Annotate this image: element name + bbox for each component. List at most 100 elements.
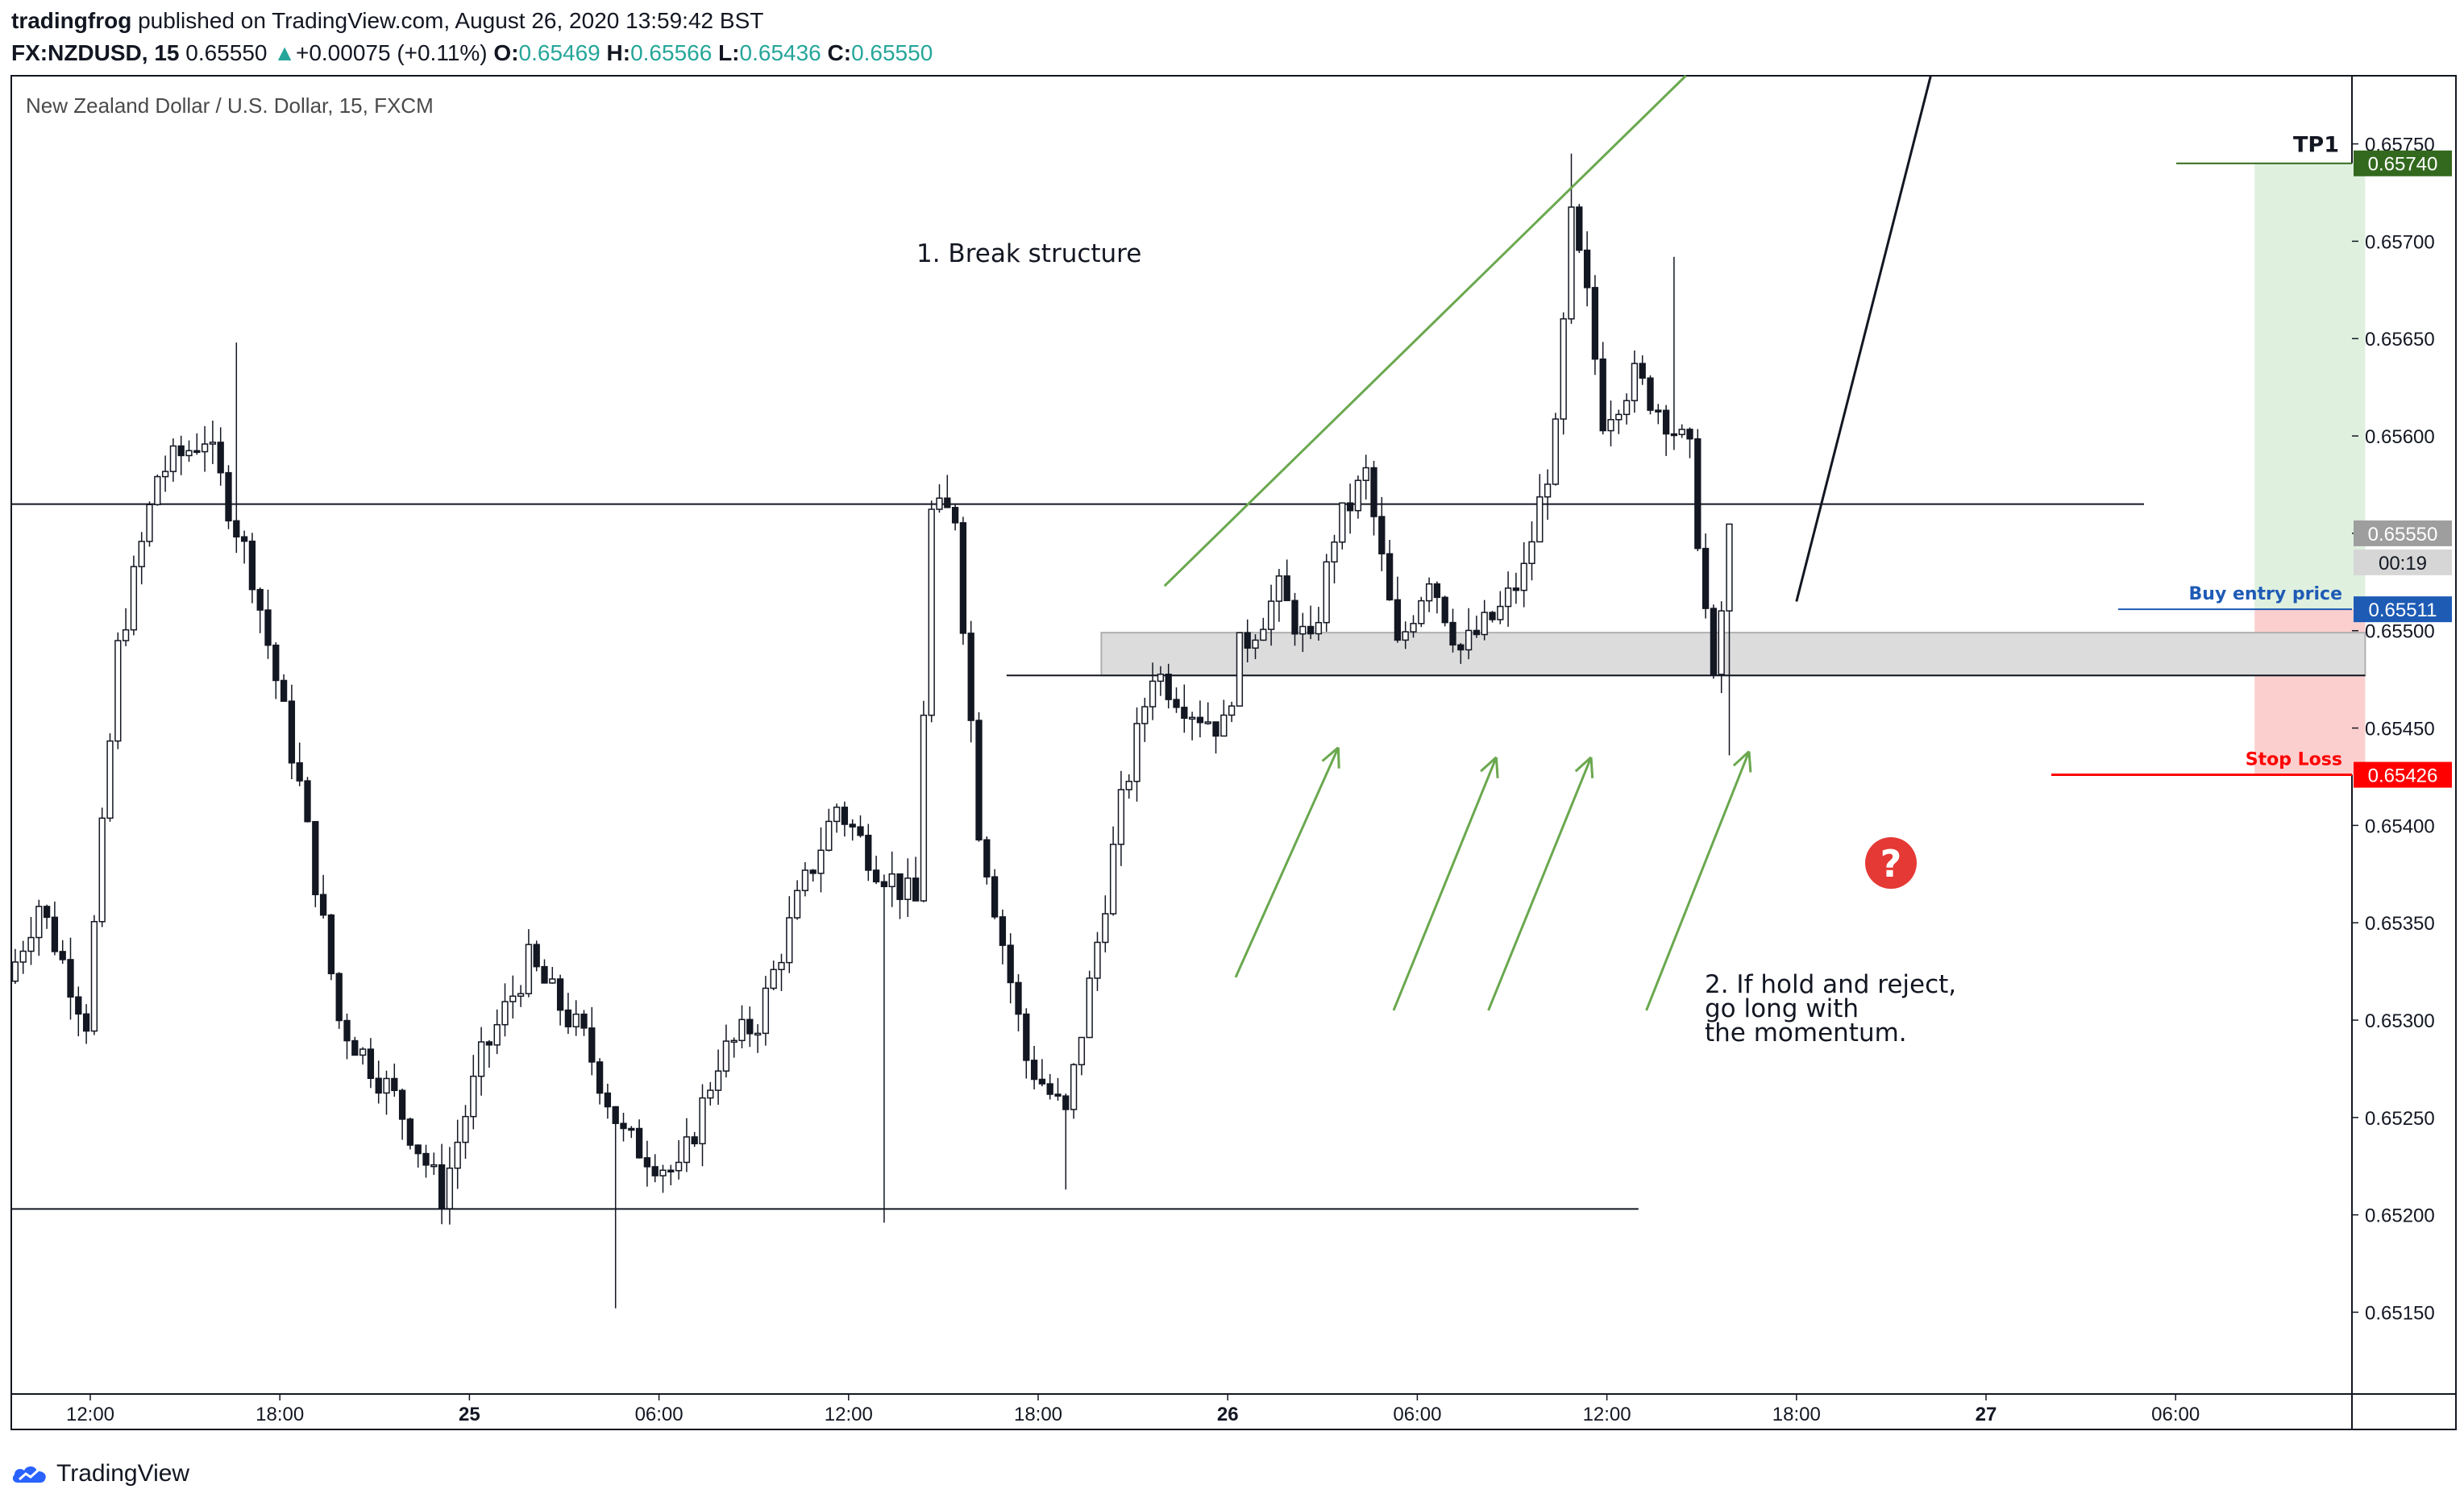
candle-body (1340, 503, 1345, 542)
candle-body (1679, 429, 1685, 434)
tradingview-cloud-icon (11, 1462, 50, 1486)
candle-body (1435, 584, 1440, 598)
candle-body (1577, 207, 1582, 251)
candle-body (1687, 429, 1693, 439)
x-tick-label: 12:00 (66, 1404, 114, 1425)
candle-body (637, 1129, 642, 1158)
candle-body (1055, 1094, 1061, 1096)
candle-body (724, 1041, 729, 1071)
candle-body (581, 1014, 587, 1028)
arrow-shaft-1 (1394, 757, 1496, 1010)
candle-body (613, 1107, 618, 1124)
time-axis[interactable]: 12:00 18:00 25 06:00 12:00 18:00 26 06:00 12:00 1… (66, 1394, 2200, 1425)
tradingview-logo-text: TradingView (56, 1460, 189, 1487)
tradingview-logo[interactable]: TradingView (11, 1460, 189, 1487)
candle-body (107, 741, 113, 819)
candle-body (1481, 612, 1487, 634)
candle-body (558, 979, 563, 1010)
y-tick-label: 0.65350 (2365, 913, 2435, 935)
x-tick-label: 18:00 (256, 1404, 304, 1425)
candle-body (360, 1049, 366, 1055)
candle-body (1624, 400, 1630, 414)
candle-body (1569, 207, 1574, 319)
annotation-break-structure: 1. Break structure (916, 239, 1141, 268)
candle-body (605, 1093, 611, 1107)
candle-body (1664, 410, 1669, 434)
candle-body (1560, 319, 1566, 419)
candle-body (1040, 1079, 1045, 1084)
candle-body (76, 997, 81, 1014)
candle-body (28, 938, 34, 952)
candle-body (747, 1019, 753, 1034)
tp-caption: TP1 (2293, 133, 2339, 158)
candle-body (463, 1117, 468, 1143)
x-tick-label: 18:00 (1772, 1404, 1821, 1425)
candle-body (131, 566, 137, 629)
candle-body (510, 996, 516, 1002)
candle-body (763, 988, 769, 1033)
chart-pane-border (11, 76, 2456, 1429)
arrow-head-1-1 (1496, 757, 1498, 778)
candle-body (1466, 630, 1472, 649)
candle-body (1119, 790, 1124, 844)
candle-body (692, 1137, 697, 1143)
candle-body (1205, 722, 1211, 724)
candle-body (400, 1090, 405, 1119)
candle-body (234, 521, 239, 537)
candle-body (20, 951, 26, 961)
stop-price-tag: 0.65426 (2368, 765, 2438, 787)
trend-lines (1165, 76, 1931, 601)
candle-body (1356, 480, 1361, 511)
candle-body (1142, 707, 1148, 724)
candle-body (336, 973, 342, 1020)
candle-body (344, 1021, 350, 1041)
candle-body (1490, 612, 1495, 620)
candle-body (1087, 978, 1092, 1038)
candle-body (573, 1014, 579, 1027)
y-tick-label: 0.65200 (2365, 1205, 2435, 1227)
x-tick-label: 06:00 (635, 1404, 684, 1425)
x-tick-label: 26 (1217, 1404, 1239, 1425)
candle-body (874, 870, 879, 882)
candle-body (52, 917, 58, 952)
candle-body (1323, 562, 1329, 622)
candle-body (115, 641, 121, 741)
candle-body (1348, 503, 1353, 511)
candle-body (597, 1062, 603, 1093)
arrow-head-3-1 (1749, 752, 1751, 773)
candle-body (202, 444, 208, 452)
candle-body (668, 1170, 674, 1172)
candle-body (13, 962, 19, 981)
candle-body (210, 442, 216, 444)
candle-body (289, 701, 295, 763)
candle-body (1071, 1064, 1077, 1110)
candle-body (1237, 633, 1243, 706)
y-tick-label: 0.65250 (2365, 1108, 2435, 1130)
candle-body (502, 1002, 508, 1025)
candle-body (1308, 627, 1314, 634)
candle-body (1316, 623, 1322, 634)
candle-body (305, 781, 310, 822)
candle-body (1648, 378, 1653, 410)
candle-body (1229, 706, 1235, 715)
candle-body (471, 1077, 476, 1117)
candle-body (1726, 524, 1732, 611)
candle-body (1134, 724, 1140, 782)
candle-body (803, 870, 808, 890)
candle-body (1395, 599, 1401, 640)
candle-body (929, 509, 934, 716)
chart-title: New Zealand Dollar / U.S. Dollar, 15, FX… (26, 93, 434, 118)
candle-body (1506, 588, 1511, 607)
candle-body (834, 807, 840, 822)
y-tick-label: 0.65600 (2365, 426, 2435, 448)
candle-body (818, 850, 824, 873)
candle-body (518, 994, 524, 996)
candle-body (1711, 608, 1717, 674)
candle-body (84, 1014, 89, 1031)
candle-body (313, 822, 318, 895)
annotation-hold-reject: 2. If hold and reject, go long with the … (1705, 970, 1964, 1048)
candle-body (178, 446, 184, 455)
candle-body (99, 818, 105, 921)
candle-body (1387, 554, 1393, 599)
